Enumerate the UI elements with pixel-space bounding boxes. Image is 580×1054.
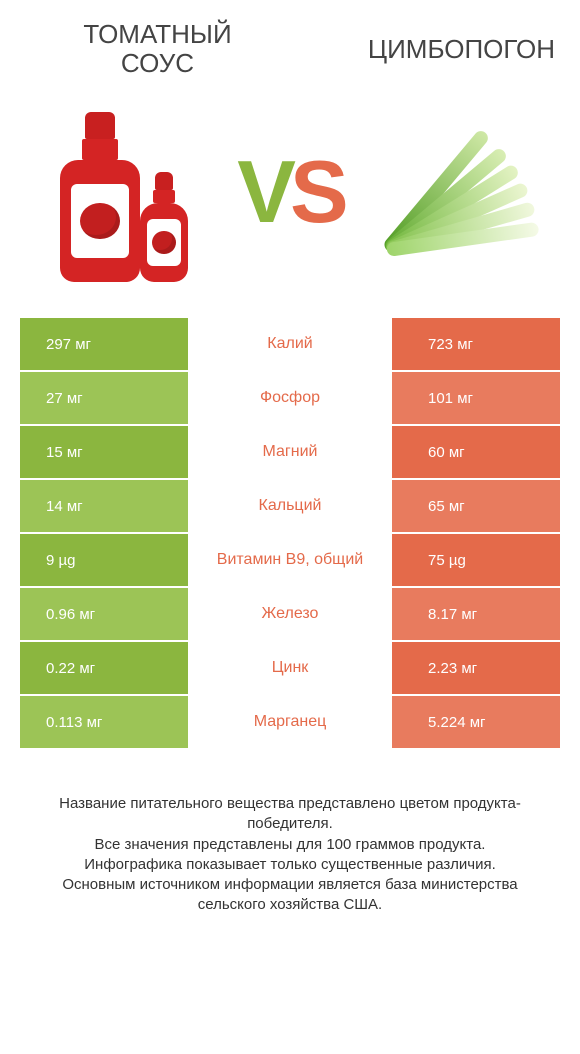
table-row: 15 мгМагний60 мг: [20, 426, 560, 480]
value-right: 60 мг: [390, 426, 560, 478]
footer-line-2: Все значения представлены для 100 граммо…: [28, 835, 552, 855]
table-row: 14 мгКальций65 мг: [20, 480, 560, 534]
value-right: 723 мг: [390, 318, 560, 370]
images-row: VS: [0, 87, 580, 317]
value-left: 0.22 мг: [20, 642, 190, 694]
value-left: 0.113 мг: [20, 696, 190, 748]
nutrient-name: Калий: [190, 318, 390, 370]
product-left-image: [30, 97, 220, 287]
nutrient-name: Железо: [190, 588, 390, 640]
value-right: 101 мг: [390, 372, 560, 424]
value-right: 75 µg: [390, 534, 560, 586]
value-right: 65 мг: [390, 480, 560, 532]
nutrient-name: Цинк: [190, 642, 390, 694]
vs-v: V: [237, 142, 290, 241]
footer-note: Название питательного вещества представл…: [0, 750, 580, 916]
footer-line-3: Инфографика показывает только существенн…: [28, 855, 552, 875]
value-left: 297 мг: [20, 318, 190, 370]
ketchup-icon: [50, 102, 200, 282]
title-left-line2: соус: [121, 48, 194, 78]
footer-line-4: Основным источником информации является …: [28, 875, 552, 916]
value-left: 14 мг: [20, 480, 190, 532]
title-left-line1: Томатный: [83, 19, 231, 49]
nutrient-name: Витамин B9, общий: [190, 534, 390, 586]
table-row: 0.22 мгЦинк2.23 мг: [20, 642, 560, 696]
table-row: 0.113 мгМарганец5.224 мг: [20, 696, 560, 750]
nutrient-name: Кальций: [190, 480, 390, 532]
value-right: 8.17 мг: [390, 588, 560, 640]
vs-s: S: [290, 142, 343, 241]
value-left: 15 мг: [20, 426, 190, 478]
value-left: 0.96 мг: [20, 588, 190, 640]
value-left: 9 µg: [20, 534, 190, 586]
value-right: 5.224 мг: [390, 696, 560, 748]
nutrient-name: Магний: [190, 426, 390, 478]
header: Томатный соус Цимбопогон: [0, 0, 580, 87]
table-row: 297 мгКалий723 мг: [20, 318, 560, 372]
footer-line-1: Название питательного вещества представл…: [28, 794, 552, 835]
table-row: 0.96 мгЖелезо8.17 мг: [20, 588, 560, 642]
nutrient-table: 297 мгКалий723 мг27 мгФосфор101 мг15 мгМ…: [20, 317, 560, 750]
value-left: 27 мг: [20, 372, 190, 424]
title-left: Томатный соус: [25, 20, 290, 77]
table-row: 27 мгФосфор101 мг: [20, 372, 560, 426]
vs-label: VS: [220, 148, 360, 236]
table-row: 9 µgВитамин B9, общий75 µg: [20, 534, 560, 588]
nutrient-name: Фосфор: [190, 372, 390, 424]
title-right: Цимбопогон: [290, 20, 555, 65]
nutrient-name: Марганец: [190, 696, 390, 748]
value-right: 2.23 мг: [390, 642, 560, 694]
lemongrass-icon: [370, 117, 540, 267]
product-right-image: [360, 97, 550, 287]
